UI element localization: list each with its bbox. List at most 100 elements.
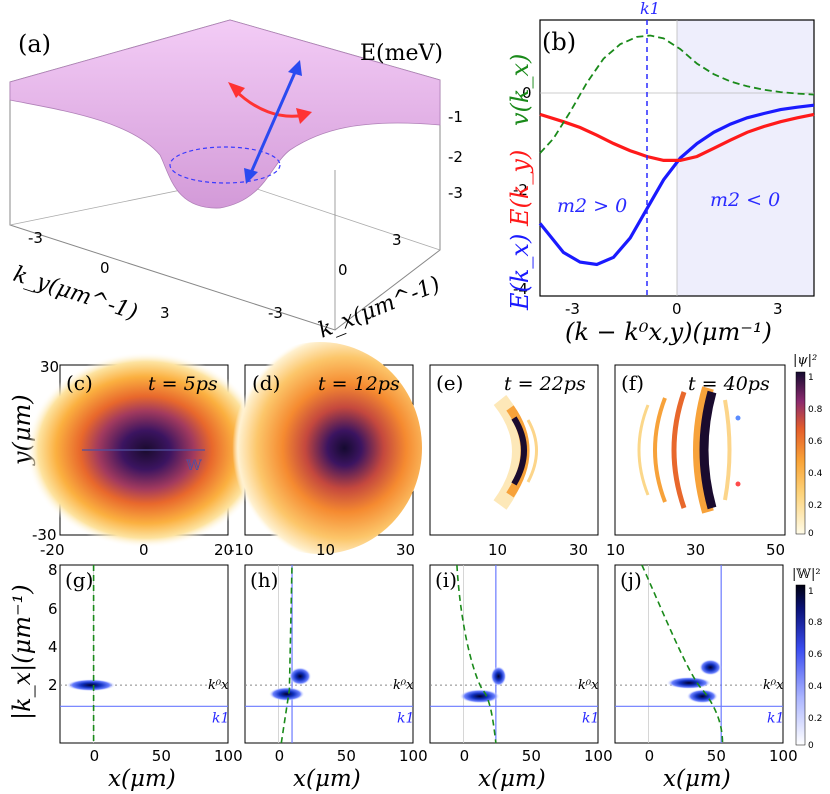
c-xtick: 20 <box>214 541 233 559</box>
psi-cbar-tick: 0.2 <box>808 501 822 511</box>
ylabel-ekx: E(k_x) <box>506 234 534 311</box>
wigner-density <box>490 666 507 687</box>
panel-i-label: (i) <box>435 568 457 592</box>
panel-g-label: (g) <box>65 568 93 592</box>
m2-negative-annotation: m2 < 0 <box>710 189 780 211</box>
psi-density <box>218 342 422 554</box>
panel-e: (e) t = 22ps 10 30 <box>429 364 599 559</box>
m2-negative-region <box>677 20 814 296</box>
w-xlabel: x(μm) <box>663 766 731 792</box>
m2-positive-annotation: m2 > 0 <box>557 195 627 217</box>
kx0-label: k⁰x <box>578 678 599 693</box>
wigner-density <box>686 689 719 704</box>
w-row-ylabel: |k_x|(μm⁻¹) <box>8 584 37 720</box>
b-xtick: 3 <box>773 300 783 318</box>
panel-e-label: (e) <box>436 371 463 395</box>
c-xtick: -20 <box>40 541 65 559</box>
kx-tick: 0 <box>338 261 348 279</box>
w-xtick: 50 <box>522 747 541 765</box>
panel-e-time: t = 22ps <box>504 373 586 395</box>
panel-d-time: t = 12ps <box>318 373 400 395</box>
w-cbar-tick: 0.6 <box>808 650 823 660</box>
panel-g: (g) k⁰x k1 0 50 100 x(μm) <box>59 564 243 792</box>
k1-label: k1 <box>212 710 229 726</box>
psi-cbar-tick: 1 <box>808 373 814 383</box>
velocity-curve <box>280 564 293 744</box>
panel-i: (i) k⁰x k1 0 50 100 x(μm) <box>429 564 613 792</box>
w-xtick: 0 <box>645 747 655 765</box>
panel-h-label: (h) <box>250 568 279 592</box>
curve-ekx <box>538 103 815 267</box>
velocity-curve <box>456 564 497 744</box>
wigner-density <box>66 679 116 692</box>
d-xtick: -10 <box>229 541 254 559</box>
psi-cbar-tick: 0.6 <box>808 437 823 447</box>
c-xtick: 0 <box>139 541 149 559</box>
panel-f-time: t = 40ps <box>688 373 770 395</box>
kx-tick: 3 <box>392 231 402 249</box>
psi-row: y(μm) 30 0 -30 𝕎 (c) t = 5ps -20 0 20 (d… <box>8 342 823 559</box>
panel-b-curves <box>538 34 815 267</box>
w-xlabel: x(μm) <box>478 766 546 792</box>
b-xtick: -3 <box>565 300 580 318</box>
w-label: 𝕎 <box>185 458 202 474</box>
z-tick: -2 <box>448 148 463 166</box>
w-colorbar-label: |𝕎|² <box>792 567 821 582</box>
k1-label: k1 <box>397 710 414 726</box>
w-xtick: 50 <box>707 747 726 765</box>
psi-ytick: -30 <box>32 526 57 544</box>
wigner-density <box>699 659 722 676</box>
ky-tick: 3 <box>160 304 170 322</box>
w-cbar-tick: 0.2 <box>808 714 822 724</box>
w-ytick: 6 <box>48 600 58 618</box>
d-xtick: 30 <box>396 541 415 559</box>
w-cbar-tick: 0.4 <box>808 682 823 692</box>
kx-tick: -3 <box>268 304 283 322</box>
panel-f-label: (f) <box>621 371 644 395</box>
panel-j-label: (j) <box>620 568 642 592</box>
w-xtick: 100 <box>399 747 428 765</box>
blue-arrow <box>248 69 298 176</box>
f-xtick: 10 <box>606 541 625 559</box>
psi-colorbar: |ψ|² 1 0.8 0.6 0.4 0.2 0 <box>793 353 823 539</box>
e-xtick: 10 <box>488 541 507 559</box>
w-xtick: 0 <box>275 747 285 765</box>
panel-b-label: (b) <box>542 28 576 56</box>
blue-vortex-marker <box>735 415 741 421</box>
w-cbar-tick: 1 <box>808 587 814 597</box>
k1-label: k1 <box>640 0 660 18</box>
psi-density <box>511 416 527 486</box>
w-xtick: 0 <box>460 747 470 765</box>
panel-d: (d) t = 12ps -10 10 30 <box>218 342 422 559</box>
panel-b-xlabel: (k − k⁰x,y)(μm⁻¹) <box>565 318 772 346</box>
red-vortex-marker <box>735 481 741 487</box>
psi-cbar-tick: 0 <box>808 529 814 539</box>
panel-b: (b) k1 m2 > 0 m2 < 0 0 -2 -4 -3 0 3 (k −… <box>506 0 815 346</box>
panel-c-label: (c) <box>66 371 93 395</box>
w-xtick: 50 <box>337 747 356 765</box>
b-ytick: -4 <box>513 280 528 298</box>
w-ytick: 8 <box>48 561 58 579</box>
ky-tick: 0 <box>100 259 110 277</box>
kx0-label: k⁰x <box>393 678 414 693</box>
w-xtick: 100 <box>769 747 798 765</box>
k1-label: k1 <box>767 710 784 726</box>
panel-d-label: (d) <box>252 371 280 395</box>
w-cbar-tick: 0.8 <box>808 618 823 628</box>
w-ytick: 2 <box>48 676 58 694</box>
e-xtick: 30 <box>569 541 588 559</box>
wigner-density <box>459 689 500 704</box>
ky-tick: -3 <box>28 229 43 247</box>
wigner-density <box>666 676 712 689</box>
psi-ytick: 30 <box>40 358 59 376</box>
panel-j: (j) k⁰x k1 0 50 100 x(μm) <box>614 564 798 792</box>
energy-surface <box>9 19 441 209</box>
k1-ring <box>169 146 281 184</box>
panel-a: (a) E(meV) -1 -2 -3 -3 0 3 k_y(μm^-1) -3… <box>9 19 463 344</box>
k1-label: k1 <box>582 710 599 726</box>
w-colorbar: |𝕎|² 1 0.8 0.6 0.4 0.2 0 <box>792 567 823 751</box>
b-ytick: 0 <box>522 84 532 102</box>
panel-c: 𝕎 (c) t = 5ps -20 0 20 <box>26 352 266 559</box>
